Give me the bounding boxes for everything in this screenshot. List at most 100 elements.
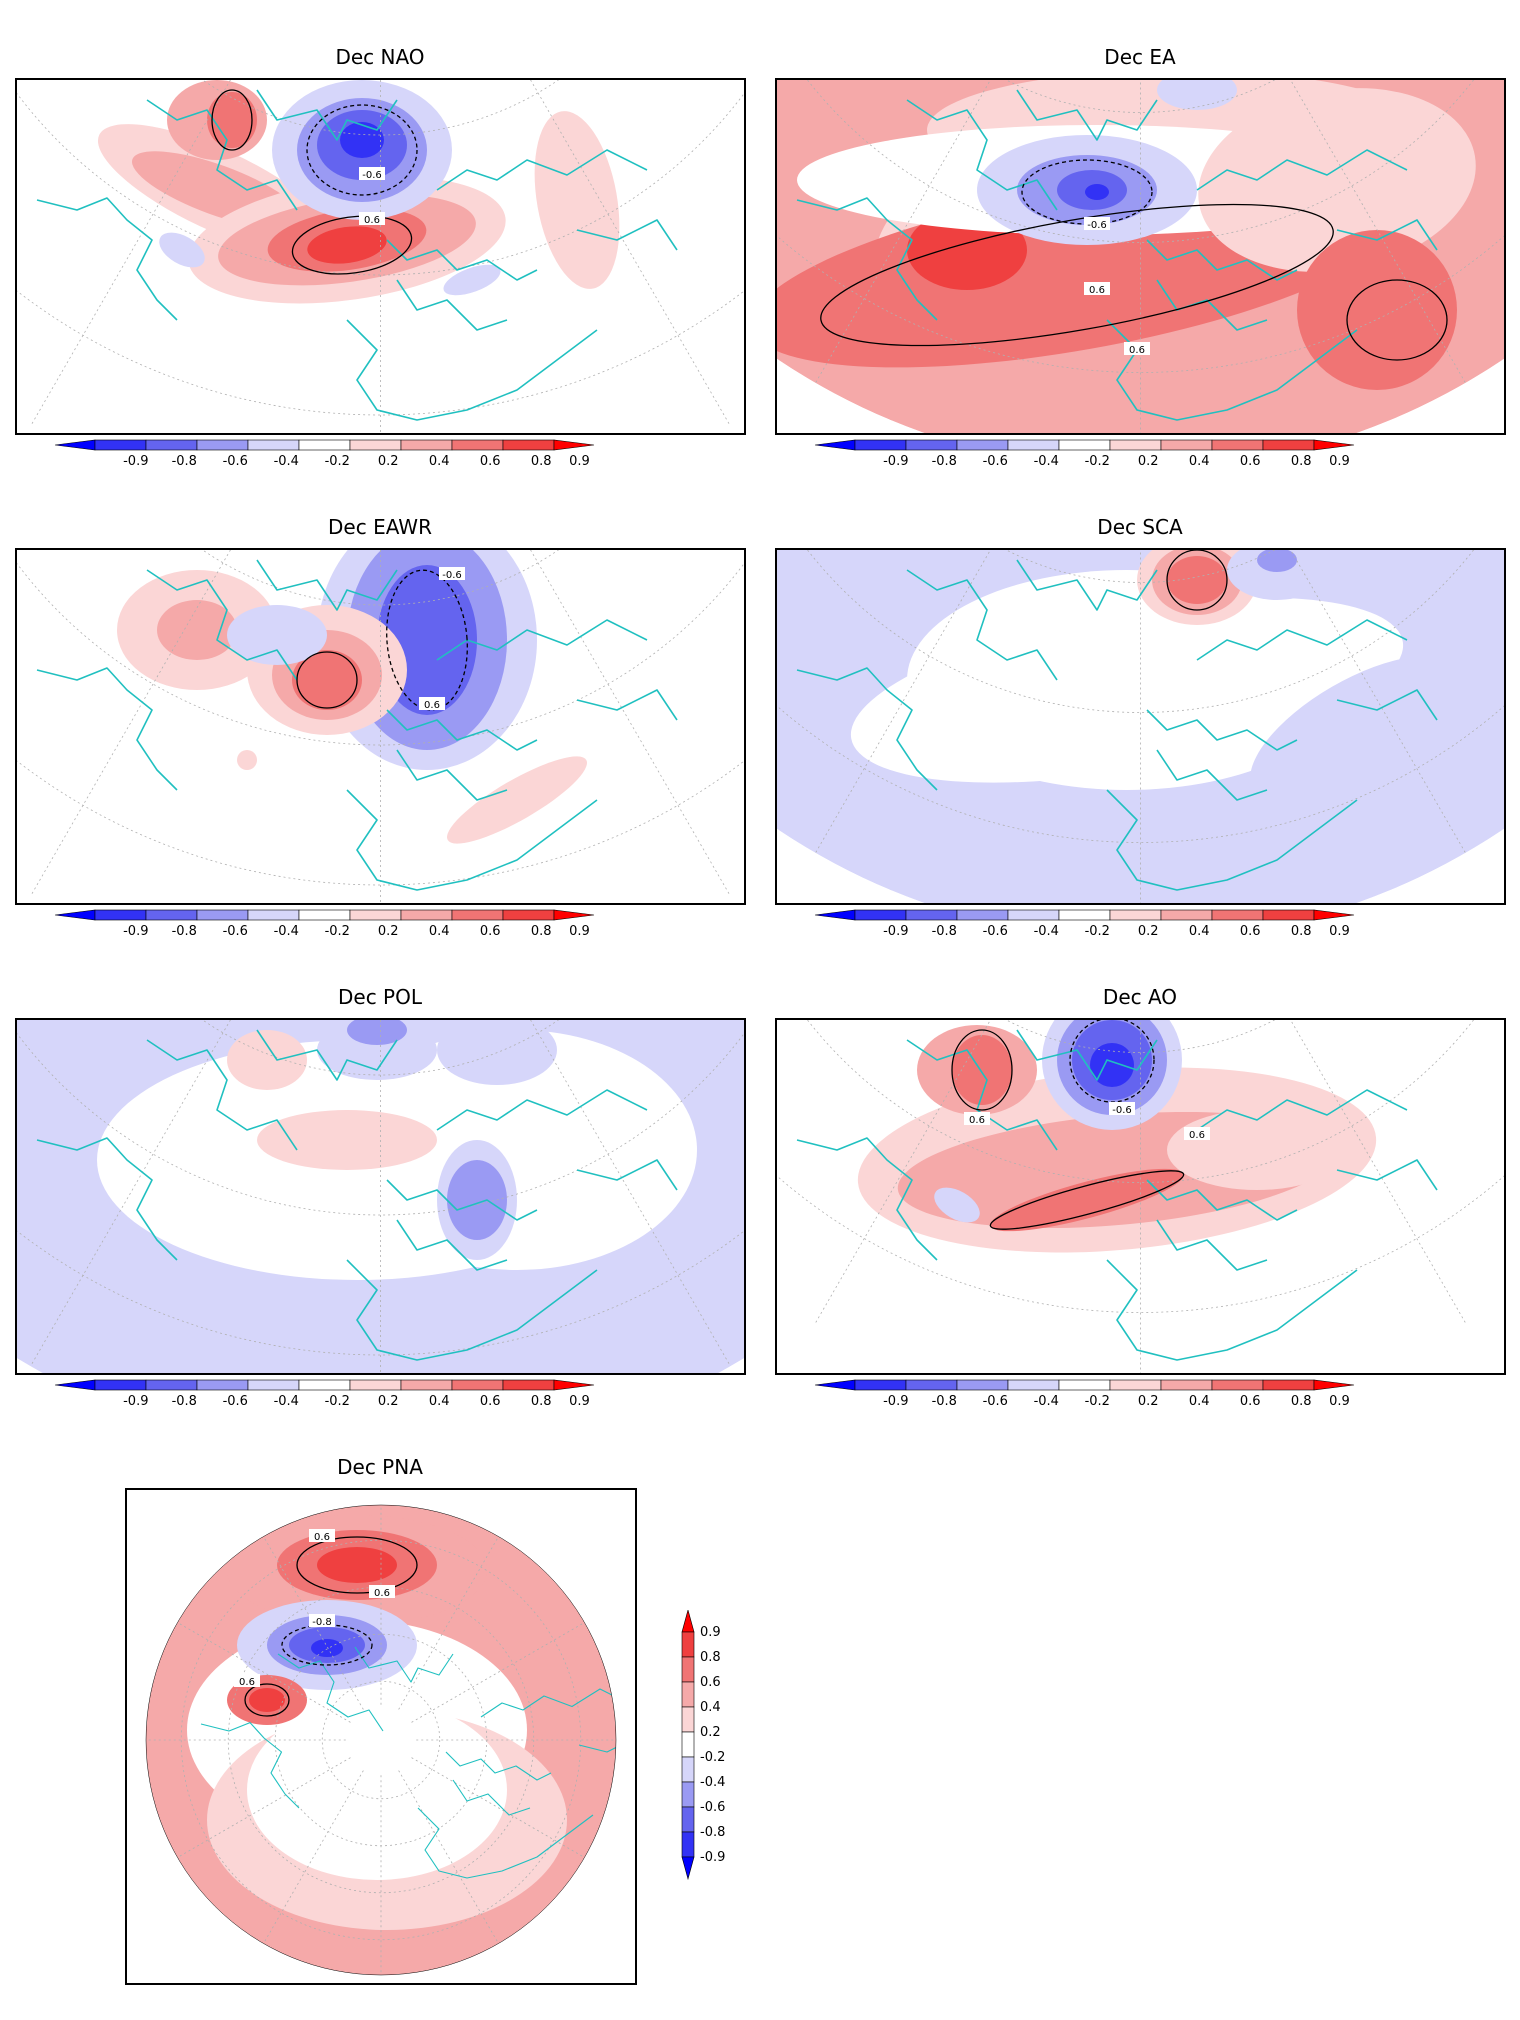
coastline (1016, 89, 1158, 141)
coastline (906, 99, 1058, 211)
coastline (256, 89, 398, 141)
meridian-line (1188, 550, 1466, 854)
coastline-group (146, 1039, 298, 1151)
contour-label: 0.6 (309, 1529, 335, 1543)
contour-label-bg (369, 1585, 395, 1598)
map-content: -0.6 0.6 0.6 (777, 1020, 1504, 1373)
colorbar-tick-label: 0.9 (1329, 1394, 1350, 1409)
colorbar-tick-label: -0.2 (325, 924, 350, 939)
panel-title-nao: Dec NAO (335, 45, 425, 69)
colorbar-ea: -0.9 -0.8 -0.6 -0.4 -0.2 0.2 0.4 0.6 0.8 0.9 (815, 439, 1355, 469)
coastline-group (1156, 279, 1268, 331)
map-sca (777, 550, 1504, 903)
colorbar-arrow-high (1313, 909, 1355, 921)
colorbar-bin (349, 1379, 402, 1391)
map-content: 0.6 0.6 -0.8 0.6 (146, 1505, 616, 1975)
map-panel-pna: 0.6 0.6 -0.8 0.6 (125, 1488, 637, 1985)
contour-line (306, 104, 418, 196)
colorbar-tick-label: 0.6 (1240, 454, 1261, 469)
coastline-group (36, 667, 178, 791)
contour-label-text: 0.6 (1189, 1130, 1205, 1141)
colorbar-tick-label: -0.9 (123, 924, 148, 939)
coastline-group (906, 569, 1058, 681)
coastline-group (36, 1137, 178, 1261)
meridian-line (411, 1757, 585, 1858)
colorbar-bin (956, 1379, 1009, 1391)
panel-title-pna: Dec PNA (337, 1455, 423, 1479)
colorbar-nao: -0.9 -0.8 -0.6 -0.4 -0.2 0.2 0.4 0.6 0.8 0.9 (55, 439, 595, 469)
colorbar-bin (681, 1806, 695, 1833)
coastline (1106, 1259, 1358, 1361)
colorbar-bin (1007, 1379, 1060, 1391)
coastline-group (396, 279, 508, 331)
coastline (396, 749, 508, 801)
colorbar-tick-label: -0.6 (223, 1394, 248, 1409)
coastline (346, 789, 598, 891)
colorbar-tick-label: -0.6 (223, 924, 248, 939)
contour-line (281, 1624, 373, 1666)
colorbar-tick-label: 0.2 (378, 454, 399, 469)
colorbar-sca: -0.9 -0.8 -0.6 -0.4 -0.2 0.2 0.4 0.6 0.8 0.9 (815, 909, 1355, 939)
anomaly-region (227, 605, 327, 665)
colorbar-tick-label: -0.9 (700, 1850, 725, 1865)
anomaly-region (437, 1020, 557, 1085)
contour-label-bg (309, 1614, 335, 1627)
anomaly-region (1167, 556, 1227, 604)
colorbar-tick-label: 0.4 (429, 1394, 450, 1409)
coastline-group (256, 1029, 398, 1081)
contour-label-text: -0.6 (442, 570, 462, 581)
anomaly-region (1090, 1043, 1134, 1087)
colorbar-tick-label: -0.4 (274, 1394, 299, 1409)
colorbar-tick-label: 0.2 (700, 1725, 721, 1740)
colorbar-tick-label: 0.6 (480, 1394, 501, 1409)
coastline-group (1156, 1219, 1268, 1271)
colorbar-tick-label: 0.4 (1189, 1394, 1210, 1409)
panel-title-ea: Dec EA (1104, 45, 1176, 69)
colorbar-bin (854, 439, 907, 451)
coastline (277, 1653, 384, 1732)
map-content: -0.6 0.6 (17, 550, 744, 903)
anomaly-region (447, 756, 587, 844)
coastline (1196, 149, 1408, 191)
meridian-line (177, 1622, 351, 1723)
coastline (796, 1137, 938, 1261)
contour-line (296, 651, 358, 709)
colorbar-bin (1109, 909, 1162, 921)
colorbar-bin (1262, 439, 1315, 451)
coastline (36, 667, 178, 791)
panel-title-eawr: Dec EAWR (328, 515, 432, 539)
contour-label-bg (1084, 217, 1110, 230)
coastline (146, 569, 298, 681)
colorbar-tick-label: -0.4 (274, 454, 299, 469)
contour-line (1166, 550, 1228, 611)
contour-label-text: -0.6 (362, 170, 382, 181)
map-ao: -0.6 0.6 0.6 (777, 1020, 1504, 1373)
coastline-group (396, 1219, 508, 1271)
colorbar-tick-label: 0.8 (531, 454, 552, 469)
coastline (576, 1159, 678, 1191)
domain-disk (17, 1020, 744, 1373)
coastline-group (346, 319, 598, 421)
colorbar-bin (1007, 439, 1060, 451)
anomaly-region (207, 92, 257, 148)
coastline (1156, 1219, 1268, 1271)
anomaly-region (1157, 80, 1237, 110)
coastline (480, 1688, 616, 1718)
coastline (36, 197, 178, 321)
colorbar-bin (145, 439, 198, 451)
colorbar-bin (905, 439, 958, 451)
contour-label-bg (1084, 282, 1110, 295)
colorbar-tick-label: -0.2 (1085, 454, 1110, 469)
contour-label-text: 0.6 (969, 1115, 985, 1126)
colorbar-tick-label: -0.2 (1085, 924, 1110, 939)
colorbar-tick-label: 0.8 (1291, 454, 1312, 469)
colorbar-bin (681, 1656, 695, 1683)
contour-label-text: 0.6 (364, 215, 380, 226)
colorbar-bin (1058, 1379, 1111, 1391)
colorbar-bin (681, 1681, 695, 1708)
colorbar-tick-label: 0.2 (1138, 454, 1159, 469)
coastline-group (1016, 559, 1158, 611)
colorbar-arrow-low (55, 1379, 96, 1391)
colorbar-tick-label: -0.2 (700, 1750, 725, 1765)
colorbar-bin (681, 1831, 695, 1858)
